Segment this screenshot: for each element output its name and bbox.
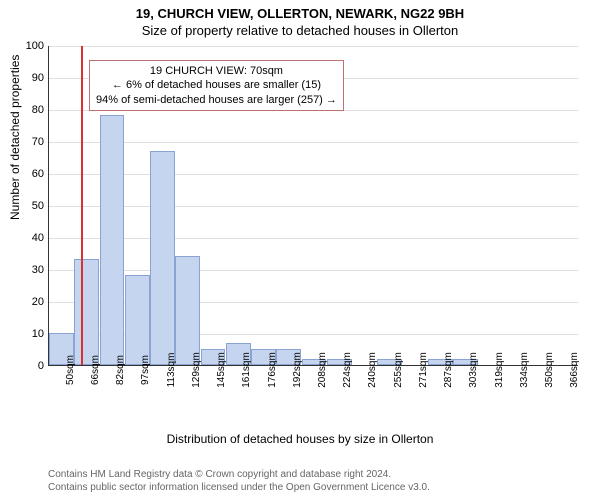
gridline (49, 206, 578, 207)
chart-area: 19 CHURCH VIEW: 70sqm ← 6% of detached h… (48, 46, 578, 406)
info-line-1: 19 CHURCH VIEW: 70sqm (96, 64, 337, 78)
x-tick-label: 129sqm (191, 352, 202, 388)
y-tick-label: 0 (14, 360, 44, 372)
page-title: 19, CHURCH VIEW, OLLERTON, NEWARK, NG22 … (0, 0, 600, 21)
y-tick-label: 80 (14, 104, 44, 116)
x-tick-label: 161sqm (241, 352, 252, 388)
plot-area: 19 CHURCH VIEW: 70sqm ← 6% of detached h… (48, 46, 578, 366)
x-tick-label: 287sqm (443, 352, 454, 388)
y-tick-label: 40 (14, 232, 44, 244)
info-line-3: 94% of semi-detached houses are larger (… (96, 93, 337, 107)
chart-container: 19, CHURCH VIEW, OLLERTON, NEWARK, NG22 … (0, 0, 600, 500)
y-tick-label: 70 (14, 136, 44, 148)
y-tick-label: 10 (14, 328, 44, 340)
info-box: 19 CHURCH VIEW: 70sqm ← 6% of detached h… (89, 60, 344, 111)
y-tick-label: 30 (14, 264, 44, 276)
x-tick-label: 66sqm (90, 355, 101, 385)
page-subtitle: Size of property relative to detached ho… (0, 23, 600, 38)
footer-line-2: Contains public sector information licen… (48, 482, 430, 495)
x-tick-label: 334sqm (519, 352, 530, 388)
y-tick-label: 100 (14, 40, 44, 52)
x-tick-label: 350sqm (544, 352, 555, 388)
footer-line-1: Contains HM Land Registry data © Crown c… (48, 469, 430, 482)
x-tick-label: 176sqm (267, 352, 278, 388)
x-tick-label: 113sqm (166, 353, 177, 388)
x-axis-label: Distribution of detached houses by size … (0, 432, 600, 446)
x-tick-label: 366sqm (569, 352, 580, 388)
x-tick-label: 145sqm (216, 352, 227, 388)
marker-line (81, 46, 83, 365)
x-tick-label: 255sqm (393, 352, 404, 388)
gridline (49, 142, 578, 143)
x-tick-label: 271sqm (418, 352, 429, 388)
x-tick-label: 192sqm (292, 352, 303, 388)
histogram-bar (100, 115, 125, 365)
y-tick-label: 50 (14, 200, 44, 212)
x-tick-label: 97sqm (140, 355, 151, 385)
x-tick-label: 208sqm (317, 352, 328, 388)
gridline (49, 270, 578, 271)
histogram-bar (150, 151, 175, 365)
footer-attribution: Contains HM Land Registry data © Crown c… (48, 469, 430, 494)
y-tick-label: 90 (14, 72, 44, 84)
y-tick-label: 20 (14, 296, 44, 308)
histogram-bar (74, 259, 99, 365)
histogram-bar (175, 256, 200, 365)
gridline (49, 238, 578, 239)
x-tick-label: 303sqm (468, 352, 479, 388)
info-line-2: ← 6% of detached houses are smaller (15) (96, 78, 337, 92)
y-tick-label: 60 (14, 168, 44, 180)
x-tick-label: 82sqm (115, 355, 126, 385)
gridline (49, 174, 578, 175)
x-tick-label: 240sqm (367, 352, 378, 388)
histogram-bar (125, 275, 150, 365)
x-tick-label: 50sqm (65, 355, 76, 385)
x-tick-label: 224sqm (342, 352, 353, 388)
gridline (49, 46, 578, 47)
x-tick-label: 319sqm (494, 352, 505, 388)
